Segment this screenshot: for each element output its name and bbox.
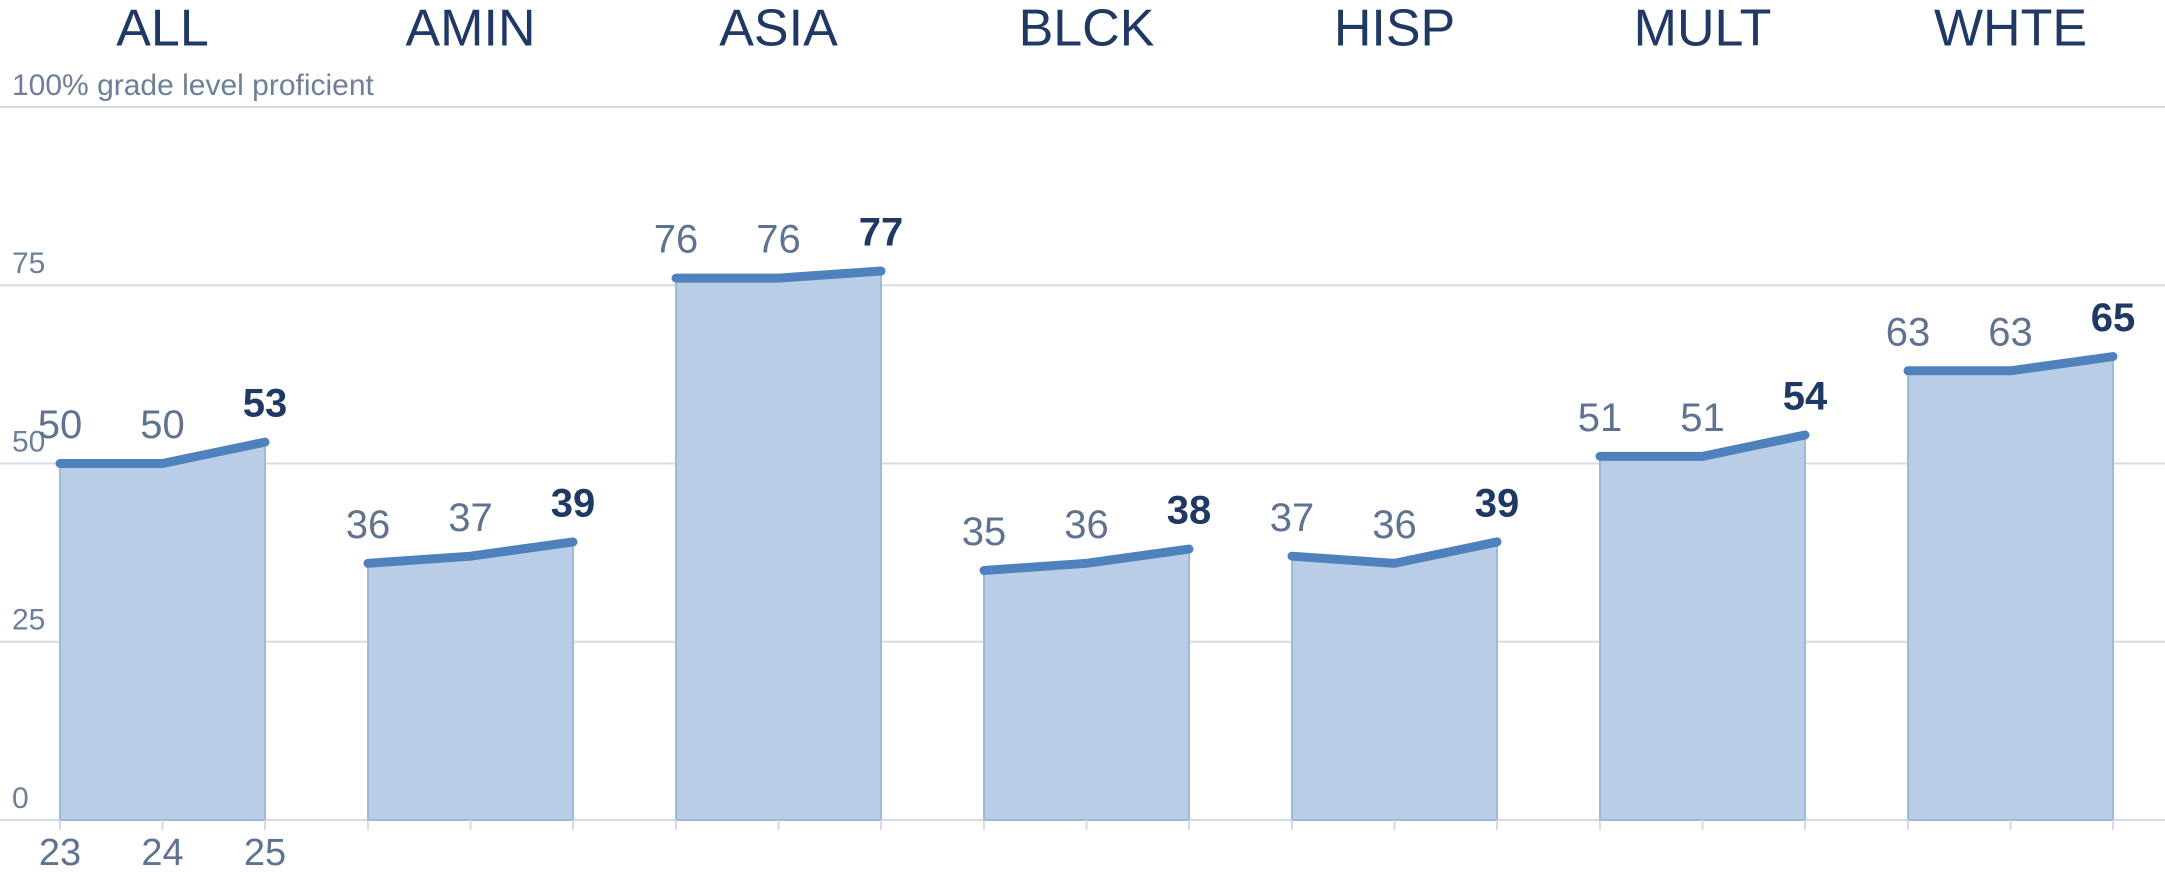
panel-title: MULT [1634,0,1772,58]
x-tick-label: 23 [39,832,81,872]
line [979,544,1194,575]
line [1903,352,2118,376]
value-label: 35 [962,510,1007,554]
value-label: 39 [551,481,596,525]
y-tick-label: 50 [12,425,45,458]
y-tick-label: 100% grade level proficient [12,69,375,102]
area [1291,540,1498,821]
value-label: 65 [2091,296,2136,340]
panel-title: HISP [1334,0,1455,58]
area [1599,433,1806,821]
value-label: 63 [1988,310,2033,354]
x-tick-label: 25 [244,832,286,872]
y-tick-label: 25 [12,604,45,637]
value-label: 76 [654,218,699,262]
panel-title: ALL [116,0,209,58]
value-label: 76 [756,218,801,262]
x-tick-label: 24 [141,832,183,872]
value-label: 63 [1886,310,1931,354]
area [367,540,574,821]
area [59,440,266,821]
value-label: 37 [1270,496,1315,540]
value-label: 37 [448,496,493,540]
y-tick-label: 0 [12,782,29,815]
value-label: 51 [1578,396,1623,440]
value-label: 50 [38,403,83,447]
line [363,537,578,568]
value-label: 50 [140,403,185,447]
area [983,547,1190,821]
value-label: 36 [1064,503,1109,547]
line [55,437,270,468]
panel-title: AMIN [406,0,536,58]
value-label: 38 [1167,489,1212,533]
panel-title: ASIA [719,0,838,58]
value-label: 36 [346,503,391,547]
panel-title: WHTE [1934,0,2087,58]
line [1595,430,1810,461]
panel-title: BLCK [1019,0,1155,58]
value-label: 39 [1475,481,1520,525]
line [671,266,886,283]
value-label: 54 [1783,375,1828,419]
y-tick-label: 75 [12,247,45,280]
value-label: 36 [1372,503,1417,547]
value-label: 77 [859,211,904,255]
value-label: 51 [1680,396,1725,440]
area [675,269,882,821]
line [1287,537,1502,568]
value-label: 53 [243,382,288,426]
area [1907,355,2114,821]
